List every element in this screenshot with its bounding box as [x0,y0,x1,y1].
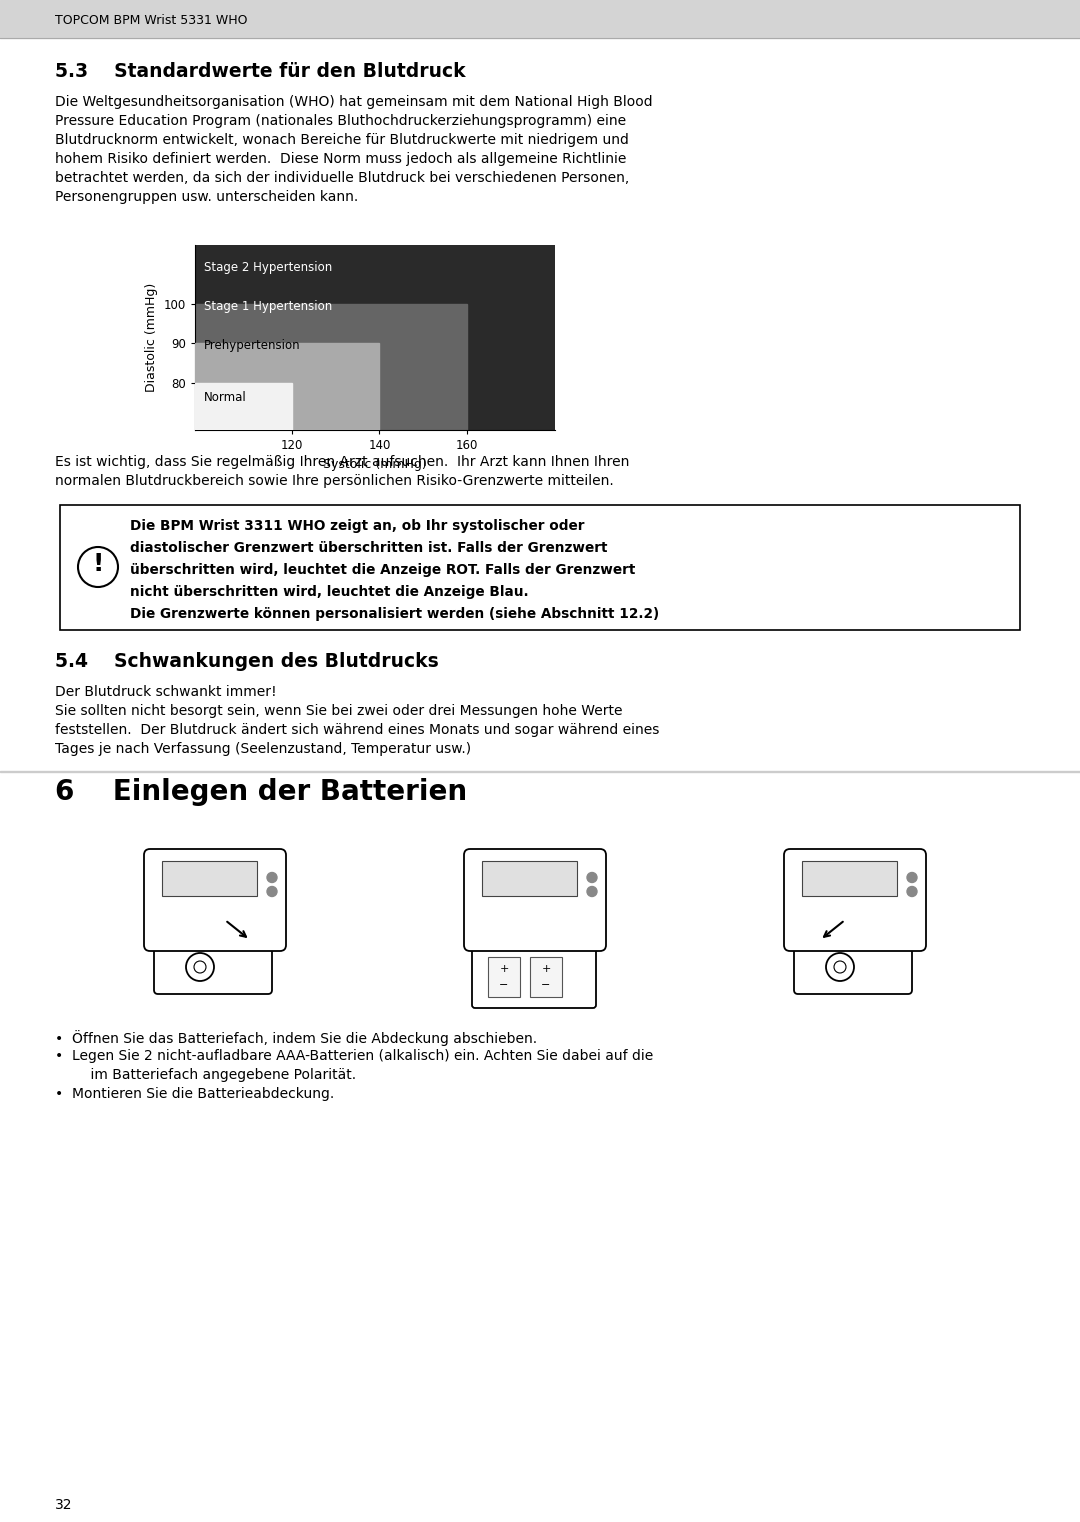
FancyBboxPatch shape [794,939,912,994]
Text: Stage 1 Hypertension: Stage 1 Hypertension [204,300,332,314]
Circle shape [588,872,597,883]
Text: TOPCOM BPM Wrist 5331 WHO: TOPCOM BPM Wrist 5331 WHO [55,14,247,26]
Text: im Batteriefach angegebene Polarität.: im Batteriefach angegebene Polarität. [73,1068,356,1082]
Text: Prehypertension: Prehypertension [204,339,300,353]
Text: Sie sollten nicht besorgt sein, wenn Sie bei zwei oder drei Messungen hohe Werte: Sie sollten nicht besorgt sein, wenn Sie… [55,705,622,718]
Text: •  Legen Sie 2 nicht-aufladbare AAA-Batterien (alkalisch) ein. Achten Sie dabei : • Legen Sie 2 nicht-aufladbare AAA-Batte… [55,1049,653,1062]
Text: 5.3    Standardwerte für den Blutdruck: 5.3 Standardwerte für den Blutdruck [55,62,465,81]
Text: Pressure Education Program (nationales Bluthochdruckerziehungsprogramm) eine: Pressure Education Program (nationales B… [55,114,626,128]
Text: überschritten wird, leuchtet die Anzeige ROT. Falls der Grenzwert: überschritten wird, leuchtet die Anzeige… [130,563,635,577]
Circle shape [907,886,917,896]
Text: 32: 32 [55,1498,72,1511]
Text: Es ist wichtig, dass Sie regelmäßig Ihren Arzt aufsuchen.  Ihr Arzt kann Ihnen I: Es ist wichtig, dass Sie regelmäßig Ihre… [55,455,630,469]
Bar [488,957,519,997]
Text: +: + [541,963,551,974]
Text: Die Grenzwerte können personalisiert werden (siehe Abschnitt 12.2): Die Grenzwerte können personalisiert wer… [130,607,659,621]
FancyBboxPatch shape [464,849,606,951]
Text: Normal: Normal [204,391,246,403]
Text: diastolischer Grenzwert überschritten ist. Falls der Grenzwert: diastolischer Grenzwert überschritten is… [130,540,607,556]
Text: Die BPM Wrist 3311 WHO zeigt an, ob Ihr systolischer oder: Die BPM Wrist 3311 WHO zeigt an, ob Ihr … [130,519,584,533]
Bar [195,344,379,431]
Text: Stage 2 Hypertension: Stage 2 Hypertension [204,260,332,274]
Text: 5.4    Schwankungen des Blutdrucks: 5.4 Schwankungen des Blutdrucks [55,651,438,671]
Bar [802,861,897,896]
FancyBboxPatch shape [144,849,286,951]
Text: feststellen.  Der Blutdruck ändert sich während eines Monats und sogar während e: feststellen. Der Blutdruck ändert sich w… [55,723,660,737]
Text: −: − [541,980,551,989]
Bar [195,382,292,431]
Circle shape [588,886,597,896]
Bar [0,0,1080,38]
Text: Der Blutdruck schwankt immer!: Der Blutdruck schwankt immer! [55,685,276,699]
FancyBboxPatch shape [472,941,596,1008]
Circle shape [907,872,917,883]
Bar [195,304,468,431]
Text: normalen Blutdruckbereich sowie Ihre persönlichen Risiko-Grenzwerte mitteilen.: normalen Blutdruckbereich sowie Ihre per… [55,473,613,489]
Text: Die Weltgesundheitsorganisation (WHO) hat gemeinsam mit dem National High Blood: Die Weltgesundheitsorganisation (WHO) ha… [55,94,652,110]
Text: −: − [499,980,509,989]
X-axis label: Systolic (mmHg): Systolic (mmHg) [323,458,427,470]
Bar [60,505,1020,630]
Text: +: + [499,963,509,974]
Y-axis label: Diastolic (mmHg): Diastolic (mmHg) [145,283,158,393]
FancyBboxPatch shape [784,849,926,951]
Text: hohem Risiko definiert werden.  Diese Norm muss jedoch als allgemeine Richtlinie: hohem Risiko definiert werden. Diese Nor… [55,152,626,166]
Text: •  Öffnen Sie das Batteriefach, indem Sie die Abdeckung abschieben.: • Öffnen Sie das Batteriefach, indem Sie… [55,1030,537,1046]
Text: •  Montieren Sie die Batterieabdeckung.: • Montieren Sie die Batterieabdeckung. [55,1087,334,1100]
Bar [162,861,257,896]
Text: !: ! [92,552,104,575]
Text: Personengruppen usw. unterscheiden kann.: Personengruppen usw. unterscheiden kann. [55,190,359,204]
FancyBboxPatch shape [154,939,272,994]
Circle shape [267,886,276,896]
Text: Tages je nach Verfassung (Seelenzustand, Temperatur usw.): Tages je nach Verfassung (Seelenzustand,… [55,743,471,756]
Bar [530,957,562,997]
Text: 6    Einlegen der Batterien: 6 Einlegen der Batterien [55,778,468,807]
Text: Blutdrucknorm entwickelt, wonach Bereiche für Blutdruckwerte mit niedrigem und: Blutdrucknorm entwickelt, wonach Bereich… [55,132,629,148]
Bar [482,861,577,896]
Circle shape [267,872,276,883]
Text: betrachtet werden, da sich der individuelle Blutdruck bei verschiedenen Personen: betrachtet werden, da sich der individue… [55,170,630,186]
Text: nicht überschritten wird, leuchtet die Anzeige Blau.: nicht überschritten wird, leuchtet die A… [130,584,528,600]
